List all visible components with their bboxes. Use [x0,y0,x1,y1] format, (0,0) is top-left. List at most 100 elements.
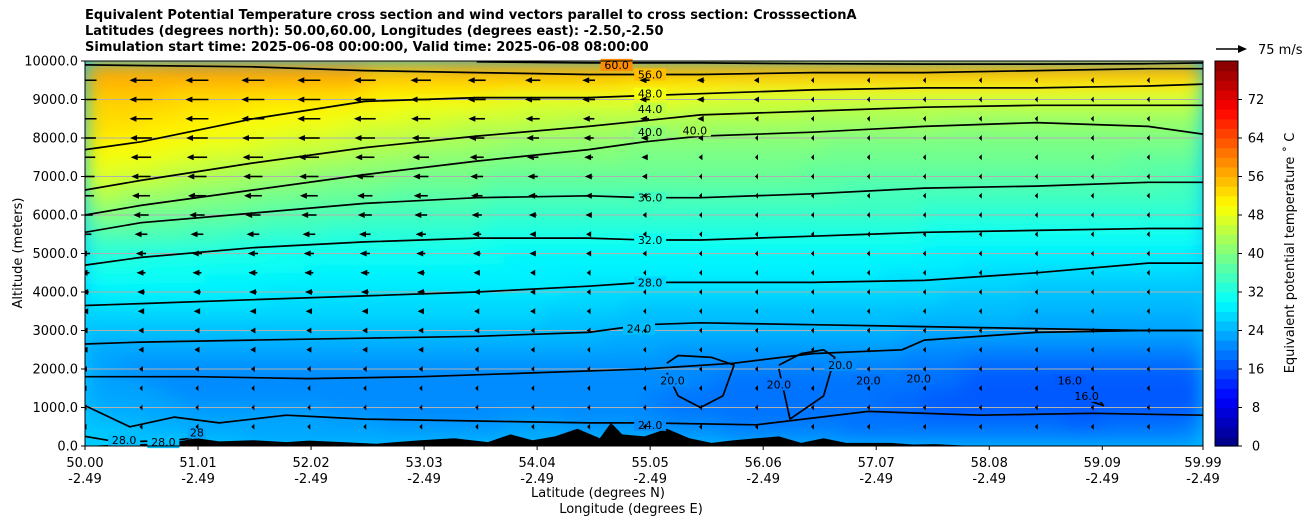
wind-arrow [530,269,536,276]
wind-arrow [699,250,703,257]
field-cell [1182,224,1203,235]
wind-arrow [866,135,870,141]
field-cell [503,166,525,177]
wind-arrow [194,366,199,372]
field-cell [523,310,545,322]
wind-arrow-head [473,289,480,295]
contour-label-bg [824,359,857,372]
field-cell [1142,204,1164,216]
field-cell [1162,118,1184,129]
wind-arrow [475,404,479,411]
field-cell [284,70,306,81]
field-cell [423,176,445,187]
field-cell [1182,99,1203,110]
wind-arrow-head [1034,404,1038,411]
field-cell [224,224,246,235]
contour-label: 56.0 [638,68,663,81]
field-cell [923,156,944,168]
field-cell [1162,233,1184,245]
field-cell [304,118,326,129]
wind-arrow-head [978,346,982,353]
contour-label: 20.0 [856,375,881,388]
field-cell [244,195,266,206]
field-cell [962,407,984,418]
field-cell [982,185,1004,197]
field-cell [423,156,445,168]
wind-arrow [130,135,152,141]
field-cell [843,349,865,360]
field-cell [843,204,865,216]
field-cell [982,99,1004,110]
field-cell [184,272,206,283]
field-cell [304,397,326,408]
wind-arrow-head [353,96,361,103]
wind-arrow-head [922,135,926,141]
field-cell [982,320,1004,331]
field-cell [743,330,765,341]
field-cell [783,61,805,72]
field-cell [763,108,785,120]
field-cell [703,416,725,428]
field-cell [783,118,805,129]
field-cell [982,147,1004,158]
field-cell [104,233,126,245]
field-cell [1142,368,1164,380]
wind-arrow-head [297,115,305,122]
wind-arrow [641,173,648,180]
field-cell [843,426,865,437]
field-cell [982,108,1004,120]
field-cell [1022,435,1044,446]
wind-arrow-head [139,423,143,430]
field-cell [743,349,765,360]
wind-arrow [810,346,814,353]
field-cell [783,156,805,168]
field-cell [1082,195,1104,206]
field-cell [643,301,665,312]
wind-arrow-head [810,212,814,218]
field-cell [703,166,725,177]
field-cell [144,378,166,389]
field-cell [383,281,405,293]
field-cell [883,397,905,408]
wind-arrow [185,96,209,103]
field-cell [324,320,346,331]
contour-label: 16.0 [1058,375,1083,388]
field-cell [942,243,964,254]
field-cell [264,108,286,120]
wind-arrow-head [922,269,926,276]
field-cell [1182,156,1203,168]
wind-arrow [85,79,97,82]
wind-arrow [241,96,265,103]
colorbar-band [1215,397,1238,409]
wind-arrow [413,192,428,199]
field-cell [863,61,885,72]
field-cell [403,407,425,418]
field-cell [304,407,326,418]
field-cell [1022,195,1044,206]
field-cell [1002,195,1024,206]
field-cell [483,387,505,399]
wind-arrow [1146,327,1150,334]
field-cell [783,272,805,283]
field-cell [1082,70,1104,81]
field-cell [1062,397,1084,408]
field-cell [324,118,346,129]
field-cell [264,281,286,293]
wind-arrow [139,404,143,411]
field-cell [503,407,525,418]
field-cell [783,147,805,158]
field-cell [903,224,924,235]
field-cell [364,387,385,399]
wind-arrow [251,404,255,411]
field-cell [982,127,1004,139]
field-cell [383,397,405,408]
field-cell [324,185,346,197]
field-cell [923,166,944,177]
field-cell [703,99,725,110]
wind-arrow [247,250,258,257]
field-cell [942,358,964,370]
field-cell [1182,195,1203,206]
wind-arrow [474,327,480,334]
wind-arrow [307,404,311,411]
field-cell [443,156,465,168]
